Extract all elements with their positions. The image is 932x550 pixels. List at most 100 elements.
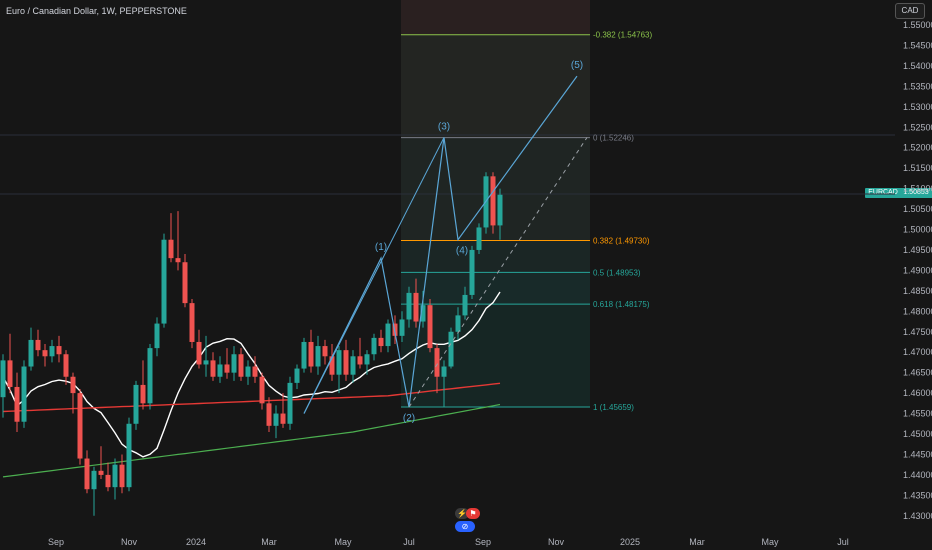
candle-body [224, 364, 230, 373]
flag-icon[interactable]: ⚑ [466, 508, 480, 519]
candle-body [56, 346, 62, 355]
candle-body [203, 360, 209, 365]
candle-body [434, 348, 440, 377]
y-tick-label: 1.53000 [903, 102, 932, 112]
candle-body [140, 384, 146, 404]
fib-zone-top [401, 0, 590, 35]
candle-body [168, 239, 174, 259]
x-tick-label: Jul [403, 537, 415, 547]
candle-body [266, 403, 272, 426]
y-tick-label: 1.43000 [903, 511, 932, 521]
candle-body [273, 413, 279, 426]
candle-body [70, 376, 76, 394]
y-tick-label: 1.54500 [903, 40, 932, 50]
candle-body [7, 360, 13, 387]
candle-body [427, 305, 433, 349]
candle-body [378, 337, 384, 347]
candle-body [343, 350, 349, 375]
y-tick-label: 1.47500 [903, 327, 932, 337]
y-tick-label: 1.45000 [903, 429, 932, 439]
candle-body [105, 474, 111, 488]
candle-body [119, 464, 125, 488]
candle-body [91, 470, 97, 490]
fib-label: 0.5 (1.48953) [593, 268, 641, 277]
candle-body [301, 341, 307, 369]
wave-label: (3) [438, 121, 450, 132]
y-tick-label: 1.48500 [903, 286, 932, 296]
x-tick-label: May [761, 537, 779, 547]
y-tick-label: 1.55000 [903, 20, 932, 30]
x-tick-label: Nov [121, 537, 138, 547]
fib-label: 0.382 (1.49730) [593, 237, 650, 246]
candle-body [196, 341, 202, 365]
candle-body [287, 382, 293, 424]
y-tick-label: 1.52500 [903, 122, 932, 132]
y-tick-label: 1.46500 [903, 368, 932, 378]
candle-body [308, 341, 314, 367]
y-tick-label: 1.45500 [903, 409, 932, 419]
dividend-icon[interactable]: ⊘ [455, 521, 475, 532]
candle-body [497, 194, 503, 226]
fib-zone-ext [401, 34, 590, 138]
y-tick-label: 1.51000 [903, 184, 932, 194]
y-tick-label: 1.44000 [903, 470, 932, 480]
candle-body [420, 305, 426, 322]
candle-body [322, 346, 328, 357]
candle-body [364, 354, 370, 365]
candle-body [259, 376, 265, 404]
wave-label: (1) [375, 242, 387, 253]
symbol-tag: EURCAD [865, 188, 901, 198]
candle-body [245, 366, 251, 377]
x-tick-label: Mar [261, 537, 277, 547]
wave-label: (2) [403, 413, 415, 424]
x-tick-label: Sep [475, 537, 491, 547]
y-tick-label: 1.49000 [903, 265, 932, 275]
candle-body [462, 294, 468, 316]
y-tick-label: 1.47000 [903, 347, 932, 357]
y-tick-label: 1.52000 [903, 143, 932, 153]
wave-label: (5) [571, 60, 583, 71]
x-tick-label: 2024 [186, 537, 206, 547]
wave-label: (4) [456, 246, 468, 257]
y-tick-label: 1.49500 [903, 245, 932, 255]
x-tick-label: Mar [689, 537, 705, 547]
y-tick-label: 1.51500 [903, 163, 932, 173]
candle-body [98, 470, 104, 475]
candle-body [35, 339, 41, 351]
candle-body [161, 239, 167, 324]
x-tick-label: Nov [548, 537, 565, 547]
candle-body [14, 386, 20, 422]
lightning-icon[interactable]: ⚡ [455, 508, 469, 519]
price-tag: 1.50853 [899, 188, 932, 198]
candle-body [147, 348, 153, 404]
x-tick-label: Sep [48, 537, 64, 547]
candle-body [315, 346, 321, 367]
currency-button[interactable]: CAD [895, 3, 925, 19]
fib-label: 1 (1.45659) [593, 403, 634, 412]
candle-body [399, 319, 405, 336]
wave-channel-line [303, 137, 445, 414]
candle-body [28, 339, 34, 367]
candle-body [231, 354, 237, 373]
y-tick-label: 1.46000 [903, 388, 932, 398]
fib-label: -0.382 (1.54763) [593, 31, 652, 40]
candle-body [217, 364, 223, 377]
candle-body [336, 350, 342, 375]
y-tick-label: 1.43500 [903, 490, 932, 500]
candle-body [182, 262, 188, 304]
x-tick-label: 2025 [620, 537, 640, 547]
candle-body [357, 356, 363, 365]
candle-body [112, 464, 118, 488]
candle-body [84, 458, 90, 490]
candle-body [490, 176, 496, 226]
candle-body [350, 356, 356, 375]
candle-body [413, 292, 419, 322]
candle-body [63, 354, 69, 377]
y-tick-label: 1.48000 [903, 306, 932, 316]
candle-body [476, 227, 482, 250]
candle-body [469, 249, 475, 295]
y-tick-label: 1.44500 [903, 449, 932, 459]
chart-title: Euro / Canadian Dollar, 1W, PEPPERSTONE [6, 6, 187, 16]
wave-dashed-line [408, 137, 588, 408]
